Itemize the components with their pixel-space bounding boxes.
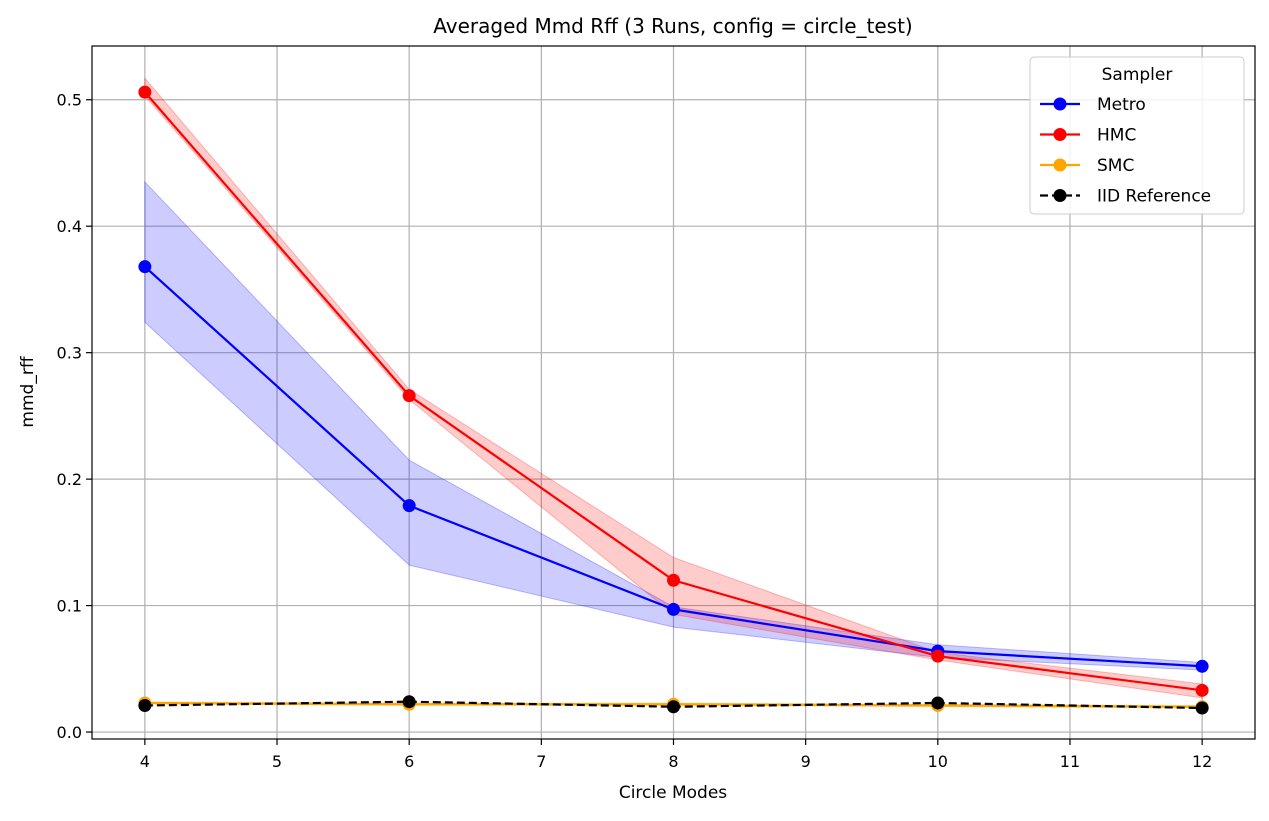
data-point [138,698,152,712]
legend-label: SMC [1097,156,1134,176]
data-point [1195,659,1209,673]
x-tick-label: 4 [140,752,150,771]
grid-layer [92,46,1255,739]
x-tick-label: 7 [536,752,546,771]
chart-title: Averaged Mmd Rff (3 Runs, config = circl… [433,14,912,38]
legend-marker [1053,128,1067,141]
data-point [1195,683,1209,697]
data-point [931,649,945,663]
legend-title: Sampler [1102,65,1173,85]
y-tick-label: 0.1 [57,597,82,616]
x-tick-label: 9 [801,752,811,771]
y-tick-label: 0.2 [57,470,82,489]
legend: Sampler Metro HMC SMC IID Reference [1029,56,1245,215]
data-point [931,696,945,710]
legend-label: Metro [1097,95,1146,115]
data-point [138,85,152,99]
y-tick-label: 0.4 [57,217,82,236]
legend-marker [1053,97,1067,111]
legend-marker [1053,158,1067,172]
y-tick-label: 0.0 [57,723,82,742]
y-tick-label: 0.5 [57,91,82,110]
data-point [402,389,416,403]
legend-box [1029,56,1245,215]
x-tick-label: 6 [404,752,414,771]
data-point [667,700,680,714]
y-tick-label: 0.3 [57,344,82,363]
legend-marker [1053,189,1067,202]
x-axis-label: Circle Modes [619,783,727,803]
legend-label: IID Reference [1097,187,1211,207]
marker-layer [138,85,1209,715]
data-point [402,695,416,709]
data-point [138,260,152,274]
data-point [1195,701,1209,715]
x-tick-label: 10 [928,752,948,771]
x-tick-label: 8 [668,752,678,771]
x-tick-label: 11 [1060,752,1080,771]
data-point [402,499,416,513]
legend-label: HMC [1097,126,1136,146]
data-point [667,573,680,587]
x-tick-label: 5 [272,752,282,771]
x-tick-label: 12 [1192,752,1212,771]
data-point [667,602,680,616]
tick-layer: 4 5 6 7 8 9 10 11 12 0.0 0.1 0.2 0.3 0.4 0.5 [57,91,1213,771]
y-axis-label: mmd_rff [18,355,38,427]
